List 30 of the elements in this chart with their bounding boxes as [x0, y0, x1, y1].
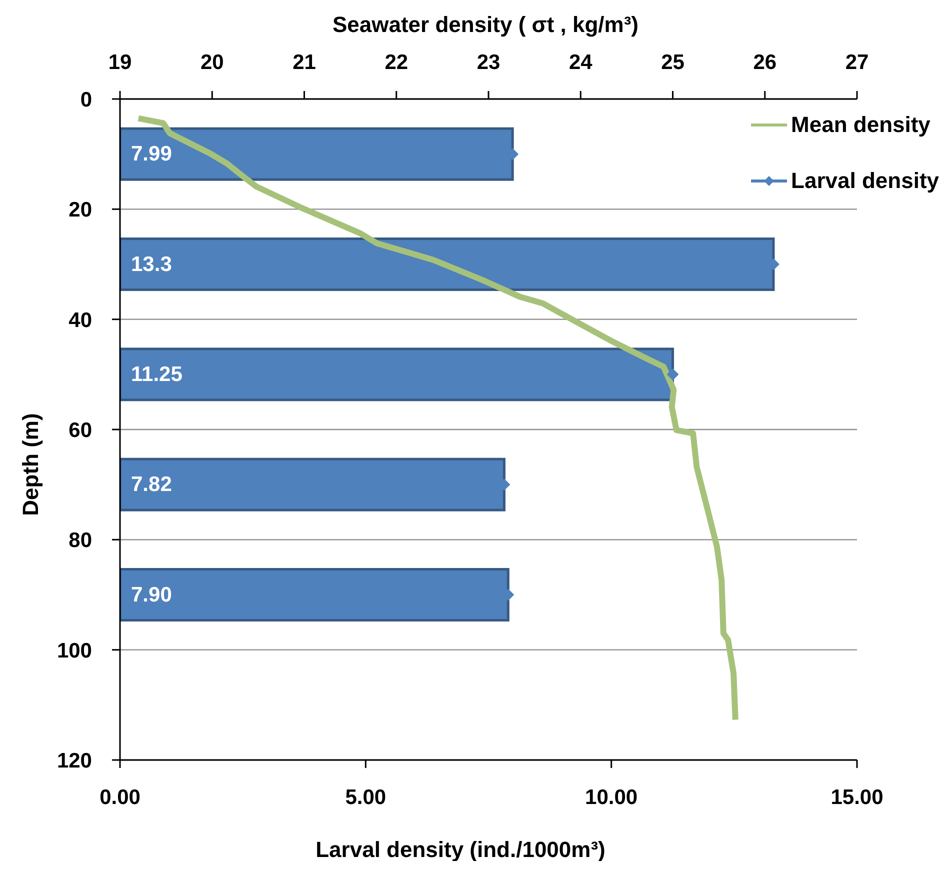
x2-tick-label: 26	[753, 51, 777, 74]
y-tick-label: 60	[68, 418, 92, 442]
x2-tick-label: 25	[661, 51, 685, 74]
y-tick-label: 100	[56, 639, 92, 662]
x-tick-label: 10.00	[585, 786, 638, 809]
x2-axis-title: Seawater density ( σt , kg/m³)	[332, 12, 639, 36]
y-axis-title: Depth (m)	[18, 413, 42, 516]
data-label: 7.82	[131, 473, 172, 496]
data-label: 11.25	[131, 362, 183, 386]
x-axis-title: Larval density (ind./1000m³)	[316, 836, 606, 862]
x2-tick-label: 23	[476, 51, 500, 74]
x-tick-label: 0.00	[100, 786, 140, 809]
x2-tick-label: 21	[292, 51, 316, 74]
x2-tick-label: 22	[384, 51, 408, 74]
x2-tick-label: 24	[568, 51, 593, 74]
legend-label: Larval density	[791, 168, 939, 194]
y-tick-label: 0	[80, 88, 92, 112]
data-label: 7.90	[131, 583, 172, 606]
legend-label: Mean density	[791, 112, 930, 138]
x2-tick-label: 27	[845, 51, 869, 74]
x2-tick-label: 20	[200, 51, 224, 74]
x2-tick-label: 19	[108, 51, 132, 74]
y-tick-label: 20	[68, 198, 92, 222]
data-label: 13.3	[131, 252, 172, 276]
x-tick-label: 15.00	[830, 786, 884, 809]
data-label: 7.99	[131, 142, 172, 166]
y-tick-label: 80	[68, 529, 92, 552]
x-tick-label: 5.00	[345, 786, 386, 809]
y-tick-label: 40	[68, 308, 92, 332]
y-tick-label: 120	[56, 749, 92, 772]
